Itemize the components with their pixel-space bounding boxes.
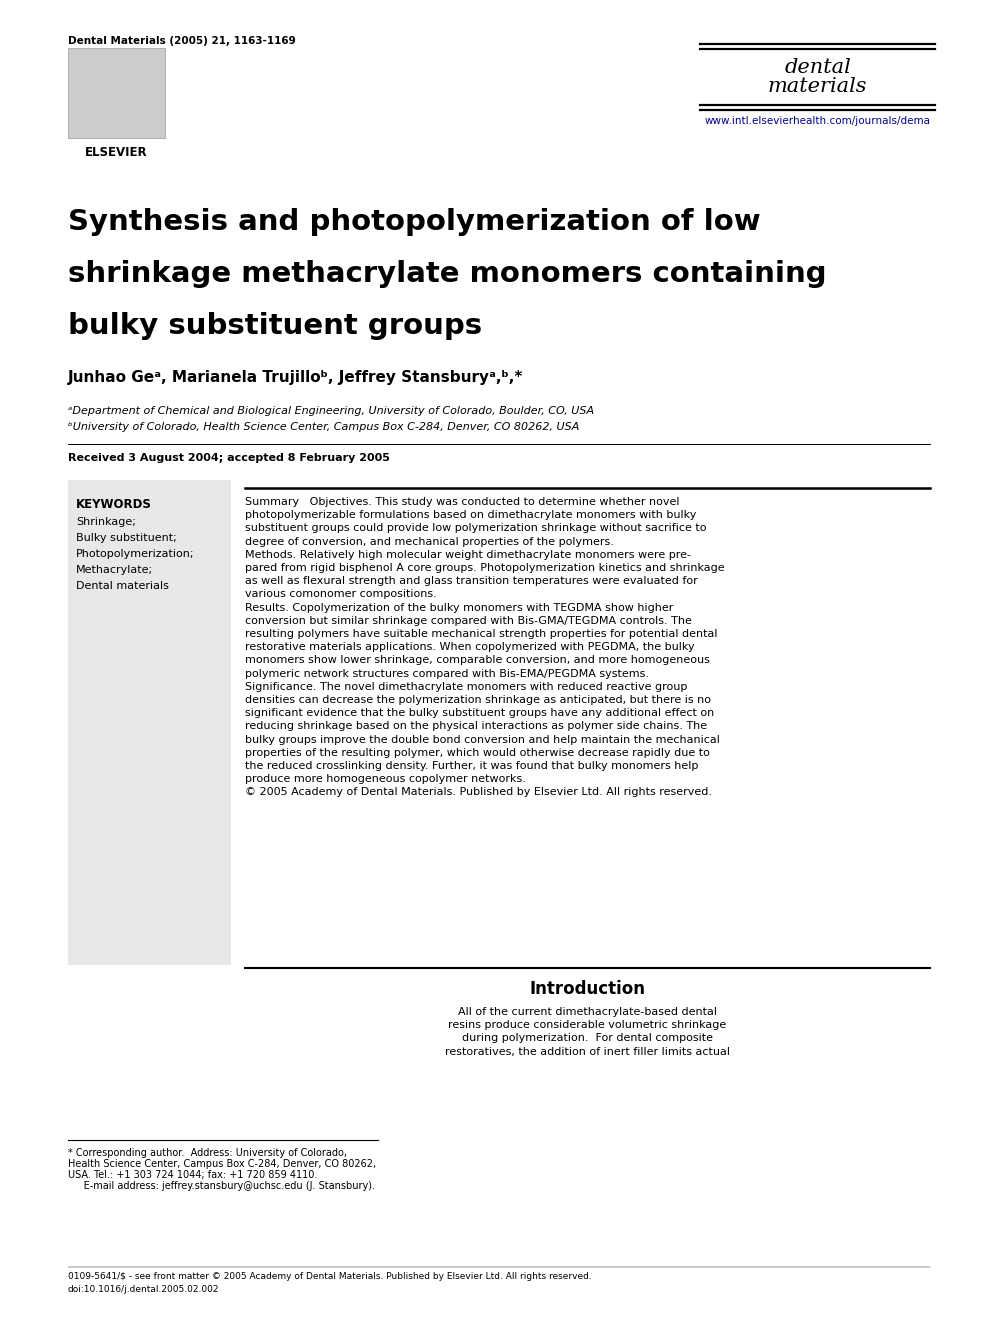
Text: All of the current dimethacrylate-based dental: All of the current dimethacrylate-based … — [458, 1007, 717, 1017]
Text: * Corresponding author.  Address: University of Colorado,: * Corresponding author. Address: Univers… — [68, 1148, 347, 1158]
Text: ᵃDepartment of Chemical and Biological Engineering, University of Colorado, Boul: ᵃDepartment of Chemical and Biological E… — [68, 406, 594, 415]
Text: dental: dental — [784, 58, 851, 77]
Text: Health Science Center, Campus Box C-284, Denver, CO 80262,: Health Science Center, Campus Box C-284,… — [68, 1159, 376, 1170]
Text: Dental materials: Dental materials — [76, 581, 169, 591]
Text: the reduced crosslinking density. Further, it was found that bulky monomers help: the reduced crosslinking density. Furthe… — [245, 761, 698, 771]
Text: various comonomer compositions.: various comonomer compositions. — [245, 590, 436, 599]
Text: photopolymerizable formulations based on dimethacrylate monomers with bulky: photopolymerizable formulations based on… — [245, 511, 696, 520]
Text: E-mail address: jeffrey.stansbury@uchsc.edu (J. Stansbury).: E-mail address: jeffrey.stansbury@uchsc.… — [68, 1181, 375, 1191]
Text: bulky groups improve the double bond conversion and help maintain the mechanical: bulky groups improve the double bond con… — [245, 734, 720, 745]
Text: shrinkage methacrylate monomers containing: shrinkage methacrylate monomers containi… — [68, 261, 826, 288]
Text: restorative materials applications. When copolymerized with PEGDMA, the bulky: restorative materials applications. When… — [245, 642, 694, 652]
Text: resulting polymers have suitable mechanical strength properties for potential de: resulting polymers have suitable mechani… — [245, 628, 717, 639]
Text: substituent groups could provide low polymerization shrinkage without sacrifice : substituent groups could provide low pol… — [245, 524, 706, 533]
Bar — [68, 48, 165, 138]
Text: significant evidence that the bulky substituent groups have any additional effec: significant evidence that the bulky subs… — [245, 708, 714, 718]
Text: 0109-5641/$ - see front matter © 2005 Academy of Dental Materials. Published by : 0109-5641/$ - see front matter © 2005 Ac… — [68, 1271, 592, 1281]
Text: as well as flexural strength and glass transition temperatures were evaluated fo: as well as flexural strength and glass t… — [245, 577, 697, 586]
Text: © 2005 Academy of Dental Materials. Published by Elsevier Ltd. All rights reserv: © 2005 Academy of Dental Materials. Publ… — [245, 787, 712, 798]
Text: monomers show lower shrinkage, comparable conversion, and more homogeneous: monomers show lower shrinkage, comparabl… — [245, 655, 710, 665]
Text: Introduction: Introduction — [530, 980, 646, 998]
Text: conversion but similar shrinkage compared with Bis-GMA/TEGDMA controls. The: conversion but similar shrinkage compare… — [245, 615, 691, 626]
Text: produce more homogeneous copolymer networks.: produce more homogeneous copolymer netwo… — [245, 774, 526, 785]
Text: densities can decrease the polymerization shrinkage as anticipated, but there is: densities can decrease the polymerizatio… — [245, 695, 711, 705]
Text: KEYWORDS: KEYWORDS — [76, 497, 152, 511]
Text: Received 3 August 2004; accepted 8 February 2005: Received 3 August 2004; accepted 8 Febru… — [68, 452, 390, 463]
Text: Bulky substituent;: Bulky substituent; — [76, 533, 177, 542]
Text: USA. Tel.: +1 303 724 1044; fax: +1 720 859 4110.: USA. Tel.: +1 303 724 1044; fax: +1 720 … — [68, 1170, 317, 1180]
Text: www.intl.elsevierhealth.com/journals/dema: www.intl.elsevierhealth.com/journals/dem… — [704, 116, 930, 126]
Text: materials: materials — [768, 77, 867, 97]
Text: restoratives, the addition of inert filler limits actual: restoratives, the addition of inert fill… — [445, 1046, 730, 1057]
Text: doi:10.1016/j.dental.2005.02.002: doi:10.1016/j.dental.2005.02.002 — [68, 1285, 219, 1294]
Text: Methacrylate;: Methacrylate; — [76, 565, 153, 576]
Text: Synthesis and photopolymerization of low: Synthesis and photopolymerization of low — [68, 208, 761, 235]
Text: Junhao Geᵃ, Marianela Trujilloᵇ, Jeffrey Stansburyᵃ,ᵇ,*: Junhao Geᵃ, Marianela Trujilloᵇ, Jeffrey… — [68, 370, 524, 385]
Text: pared from rigid bisphenol A core groups. Photopolymerization kinetics and shrin: pared from rigid bisphenol A core groups… — [245, 564, 724, 573]
Text: Shrinkage;: Shrinkage; — [76, 517, 136, 527]
Text: resins produce considerable volumetric shrinkage: resins produce considerable volumetric s… — [448, 1020, 726, 1031]
Text: polymeric network structures compared with Bis-EMA/PEGDMA systems.: polymeric network structures compared wi… — [245, 668, 649, 679]
Text: during polymerization.  For dental composite: during polymerization. For dental compos… — [462, 1033, 713, 1044]
Text: Dental Materials (2005) 21, 1163-1169: Dental Materials (2005) 21, 1163-1169 — [68, 36, 296, 46]
Text: ELSEVIER: ELSEVIER — [85, 146, 148, 159]
Text: ᵇUniversity of Colorado, Health Science Center, Campus Box C-284, Denver, CO 802: ᵇUniversity of Colorado, Health Science … — [68, 422, 579, 433]
Text: Methods. Relatively high molecular weight dimethacrylate monomers were pre-: Methods. Relatively high molecular weigh… — [245, 550, 691, 560]
Text: degree of conversion, and mechanical properties of the polymers.: degree of conversion, and mechanical pro… — [245, 537, 614, 546]
Text: Photopolymerization;: Photopolymerization; — [76, 549, 194, 560]
Text: Significance. The novel dimethacrylate monomers with reduced reactive group: Significance. The novel dimethacrylate m… — [245, 681, 687, 692]
Text: bulky substituent groups: bulky substituent groups — [68, 312, 482, 340]
Text: Results. Copolymerization of the bulky monomers with TEGDMA show higher: Results. Copolymerization of the bulky m… — [245, 602, 674, 613]
Bar — [68, 480, 231, 964]
Text: properties of the resulting polymer, which would otherwise decrease rapidly due : properties of the resulting polymer, whi… — [245, 747, 710, 758]
Text: reducing shrinkage based on the physical interactions as polymer side chains. Th: reducing shrinkage based on the physical… — [245, 721, 707, 732]
Text: Summary   Objectives. This study was conducted to determine whether novel: Summary Objectives. This study was condu… — [245, 497, 680, 507]
